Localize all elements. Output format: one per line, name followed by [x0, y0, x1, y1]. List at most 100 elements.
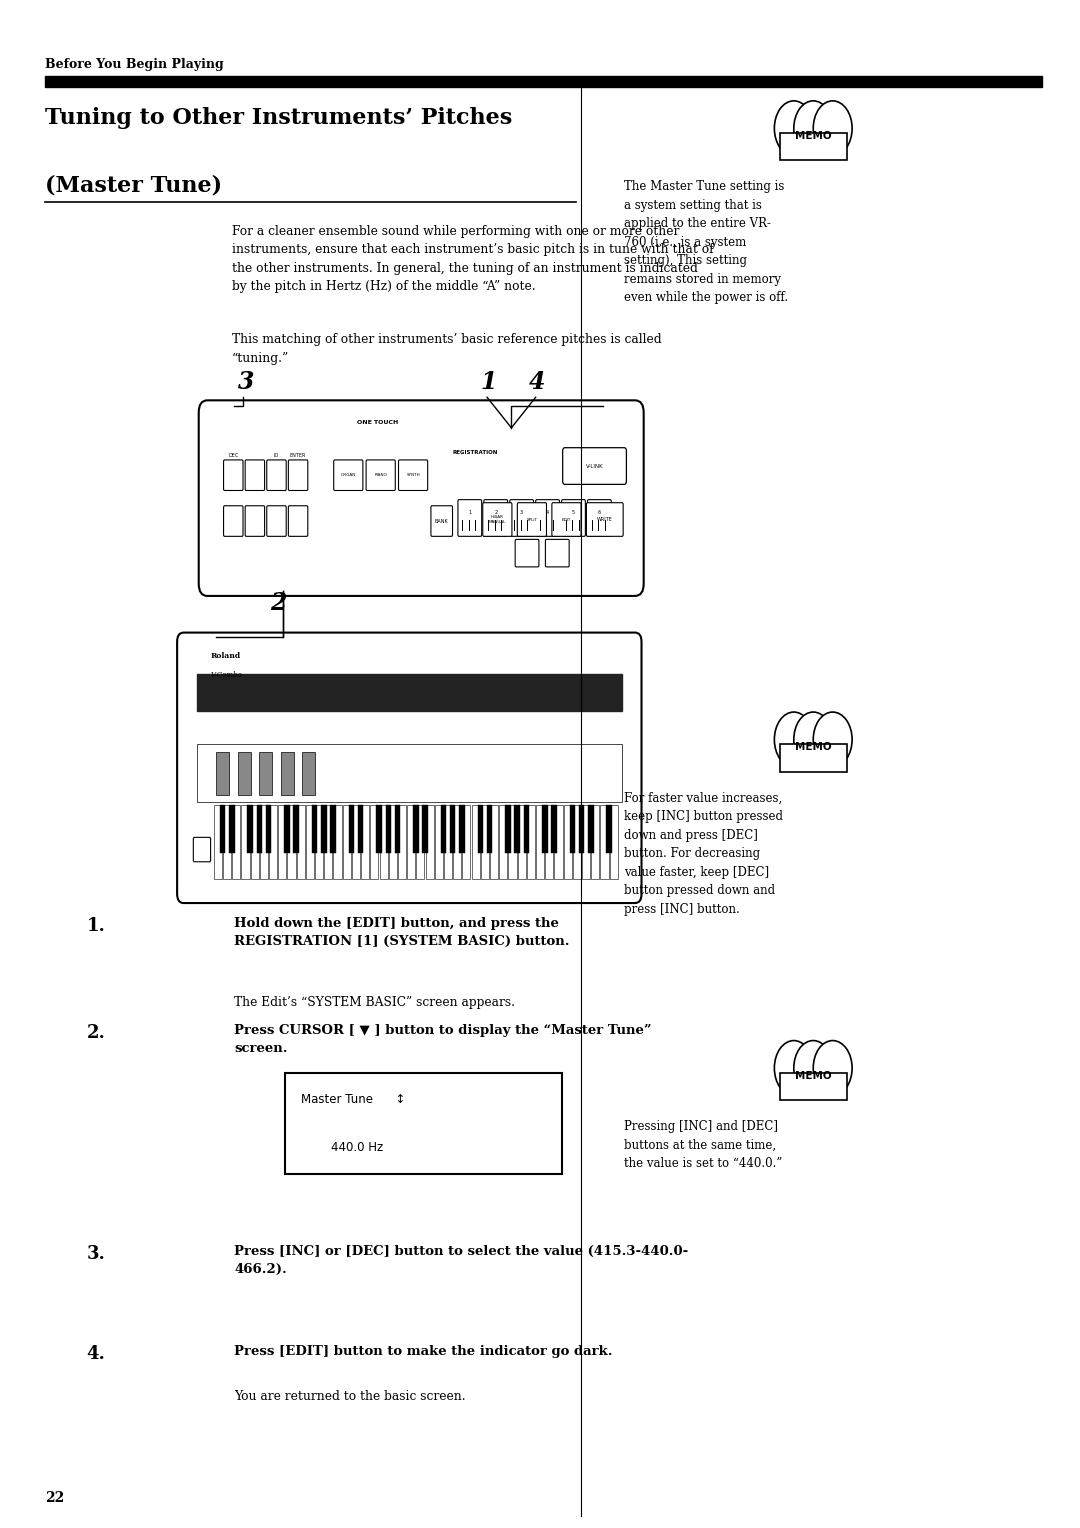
Bar [197, 674, 622, 711]
Bar [441, 805, 446, 853]
Bar [386, 805, 391, 853]
Bar [312, 805, 318, 853]
Bar [238, 752, 251, 795]
Bar [376, 805, 382, 853]
Bar [477, 805, 483, 853]
Bar [450, 805, 456, 853]
Bar [352, 805, 360, 879]
FancyBboxPatch shape [288, 506, 308, 536]
FancyBboxPatch shape [224, 506, 243, 536]
Text: V-Combo: V-Combo [211, 671, 242, 678]
Bar [321, 805, 326, 853]
FancyBboxPatch shape [224, 460, 243, 490]
FancyBboxPatch shape [177, 633, 642, 903]
Text: Press [INC] or [DEC] button to select the value (415.3-440.0-
466.2).: Press [INC] or [DEC] button to select th… [234, 1245, 689, 1276]
Bar [524, 805, 529, 853]
Text: WRITE: WRITE [597, 516, 612, 523]
FancyBboxPatch shape [483, 503, 512, 536]
Text: 2: 2 [495, 510, 497, 515]
Text: Hold down the [EDIT] button, and press the
REGISTRATION [1] (SYSTEM BASIC) butto: Hold down the [EDIT] button, and press t… [234, 917, 570, 947]
Bar [505, 805, 511, 853]
Text: Before You Begin Playing: Before You Begin Playing [45, 58, 225, 72]
Text: 2.: 2. [86, 1024, 105, 1042]
Circle shape [774, 712, 813, 767]
Bar [224, 805, 231, 879]
FancyBboxPatch shape [563, 448, 626, 484]
FancyBboxPatch shape [545, 539, 569, 567]
Bar [407, 805, 416, 879]
Bar [487, 805, 492, 853]
Circle shape [794, 1041, 833, 1096]
Bar [229, 805, 234, 853]
Bar [417, 805, 424, 879]
Bar [269, 805, 278, 879]
Text: SPLIT: SPLIT [526, 518, 538, 521]
Text: EDIT: EDIT [562, 518, 571, 521]
Bar [324, 805, 333, 879]
Text: You are returned to the basic screen.: You are returned to the basic screen. [234, 1390, 465, 1404]
FancyBboxPatch shape [780, 1073, 847, 1100]
Bar [545, 805, 553, 879]
Bar [422, 805, 428, 853]
Bar [259, 752, 272, 795]
FancyBboxPatch shape [245, 506, 265, 536]
FancyBboxPatch shape [536, 500, 559, 536]
Text: MEMO: MEMO [795, 131, 832, 141]
Bar [389, 805, 396, 879]
Text: 1: 1 [481, 370, 497, 394]
Bar [517, 805, 526, 879]
Bar [481, 805, 489, 879]
Bar [564, 805, 571, 879]
Bar [214, 805, 222, 879]
Bar [551, 805, 556, 853]
Text: Press CURSOR [ ▼ ] button to display the “Master Tune”
screen.: Press CURSOR [ ▼ ] button to display the… [234, 1024, 652, 1054]
Bar [251, 805, 259, 879]
Bar [542, 805, 548, 853]
Text: BANK: BANK [435, 518, 448, 524]
Bar [579, 805, 584, 853]
Bar [606, 805, 612, 853]
Text: 3: 3 [521, 510, 523, 515]
Text: MEMO: MEMO [795, 743, 832, 752]
Bar [294, 805, 299, 853]
Text: Press [EDIT] button to make the indicator go dark.: Press [EDIT] button to make the indicato… [234, 1345, 612, 1358]
Bar [459, 805, 464, 853]
FancyBboxPatch shape [458, 500, 482, 536]
Bar [357, 805, 363, 853]
Text: H-BAR
MANUAL: H-BAR MANUAL [488, 515, 507, 524]
Text: ONE TOUCH: ONE TOUCH [357, 420, 399, 425]
Text: (Master Tune): (Master Tune) [45, 174, 222, 196]
Bar [330, 805, 336, 853]
Circle shape [813, 1041, 852, 1096]
Text: For a cleaner ensemble sound while performing with one or more other
instruments: For a cleaner ensemble sound while perfo… [232, 225, 714, 293]
Text: IO: IO [274, 454, 279, 458]
FancyBboxPatch shape [780, 744, 847, 772]
Bar [220, 805, 226, 853]
Bar [591, 805, 599, 879]
Bar [247, 805, 253, 853]
FancyBboxPatch shape [334, 460, 363, 490]
FancyBboxPatch shape [245, 460, 265, 490]
Text: 2: 2 [270, 591, 286, 616]
Bar [281, 752, 294, 795]
Bar [569, 805, 576, 853]
Text: 4: 4 [546, 510, 549, 515]
FancyBboxPatch shape [399, 460, 428, 490]
Text: For faster value increases,
keep [INC] button pressed
down and press [DEC]
butto: For faster value increases, keep [INC] b… [624, 792, 783, 915]
Text: DEC: DEC [228, 454, 239, 458]
Text: V-LINK: V-LINK [585, 463, 604, 469]
Circle shape [774, 1041, 813, 1096]
Text: This matching of other instruments’ basic reference pitches is called
“tuning.”: This matching of other instruments’ basi… [232, 333, 662, 365]
Bar [554, 805, 563, 879]
Bar [257, 805, 262, 853]
Text: 440.0 Hz: 440.0 Hz [301, 1140, 383, 1154]
Bar [462, 805, 471, 879]
Bar [216, 752, 229, 795]
Bar [334, 805, 341, 879]
FancyBboxPatch shape [586, 503, 623, 536]
Bar [490, 805, 498, 879]
Bar [287, 805, 296, 879]
Text: Tuning to Other Instruments’ Pitches: Tuning to Other Instruments’ Pitches [45, 107, 513, 128]
Bar [197, 744, 622, 802]
Text: 22: 22 [45, 1491, 65, 1505]
